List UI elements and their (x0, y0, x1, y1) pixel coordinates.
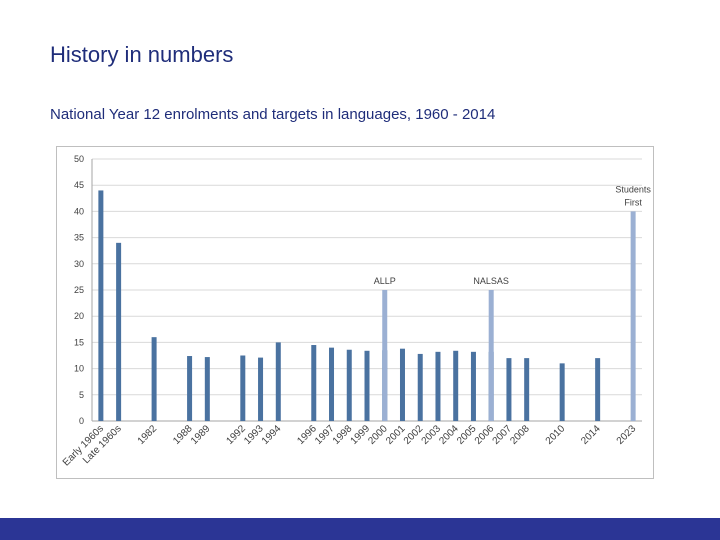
enrolment-bar (275, 342, 281, 421)
x-tick-label: 2001 (384, 423, 408, 447)
x-tick-label: 2023 (615, 423, 639, 447)
enrolment-bar (116, 242, 122, 421)
chart-subtitle: National Year 12 enrolments and targets … (50, 106, 496, 123)
x-tick-label: 2010 (544, 423, 568, 447)
enrolment-bar (506, 358, 512, 421)
enrolment-bar (329, 347, 335, 421)
enrolment-bar (98, 190, 104, 421)
enrolment-bar (595, 358, 601, 421)
annotation-label: Students (615, 184, 651, 194)
enrolment-bar (151, 337, 157, 421)
x-tick-label: 1992 (224, 423, 248, 447)
enrolment-bar (204, 357, 210, 421)
annotation-label: ALLP (374, 276, 396, 286)
enrolment-bar (524, 358, 530, 421)
y-tick-label: 40 (74, 206, 84, 216)
x-tick-label: 1982 (136, 423, 160, 447)
enrolment-bar (470, 351, 476, 421)
enrolment-bar (417, 353, 423, 421)
x-tick-label: 1989 (189, 423, 213, 447)
x-tick-label: 1994 (260, 423, 284, 447)
enrolment-bar (240, 355, 246, 421)
x-tick-label: 2002 (402, 423, 426, 447)
y-tick-label: 30 (74, 259, 84, 269)
x-tick-label: 2007 (491, 423, 515, 447)
x-tick-label: 2000 (366, 423, 390, 447)
x-tick-label: 2004 (437, 423, 461, 447)
chart-area: 0 5 10 15 20 25 30 35 40 45 50 Early 1960s Late 1960… (56, 146, 654, 479)
target-bar (488, 290, 494, 421)
y-tick-label: 35 (74, 233, 84, 243)
enrolment-bar (364, 350, 370, 421)
y-tick-label: 50 (74, 154, 84, 164)
y-tick-label: 10 (74, 364, 84, 374)
y-tick-label: 25 (74, 285, 84, 295)
enrolment-bar (399, 348, 405, 421)
enrolment-bar (453, 350, 459, 421)
enrolment-bar (311, 345, 317, 421)
x-tick-label: 1996 (295, 423, 319, 447)
page-title: History in numbers (50, 42, 234, 67)
y-tick-label: 15 (74, 337, 84, 347)
y-tick-label: 20 (74, 311, 84, 321)
x-tick-label: 1993 (242, 423, 266, 447)
footer-bar (0, 518, 720, 540)
x-tick-label: 2014 (579, 423, 603, 447)
y-tick-label: 45 (74, 180, 84, 190)
enrolment-bar (187, 356, 193, 421)
annotation-label: NALSAS (473, 276, 509, 286)
y-tick-label: 0 (79, 416, 84, 426)
enrolment-bar (258, 357, 264, 421)
x-tick-label: 2006 (473, 423, 497, 447)
y-tick-label: 5 (79, 390, 84, 400)
target-bar (382, 290, 388, 421)
x-tick-label: 1997 (313, 423, 337, 447)
x-tick-label: 1999 (349, 423, 373, 447)
x-tick-label: 2005 (455, 423, 479, 447)
x-tick-label: 2003 (420, 423, 444, 447)
enrolment-bar (346, 349, 352, 421)
enrolment-bar (559, 363, 565, 421)
annotation-label: First (624, 197, 642, 207)
enrolment-bar (435, 351, 441, 421)
x-tick-label: 1988 (171, 423, 195, 447)
x-tick-label: 1998 (331, 423, 355, 447)
x-tick-label: 2008 (508, 423, 532, 447)
target-bar (630, 211, 636, 421)
